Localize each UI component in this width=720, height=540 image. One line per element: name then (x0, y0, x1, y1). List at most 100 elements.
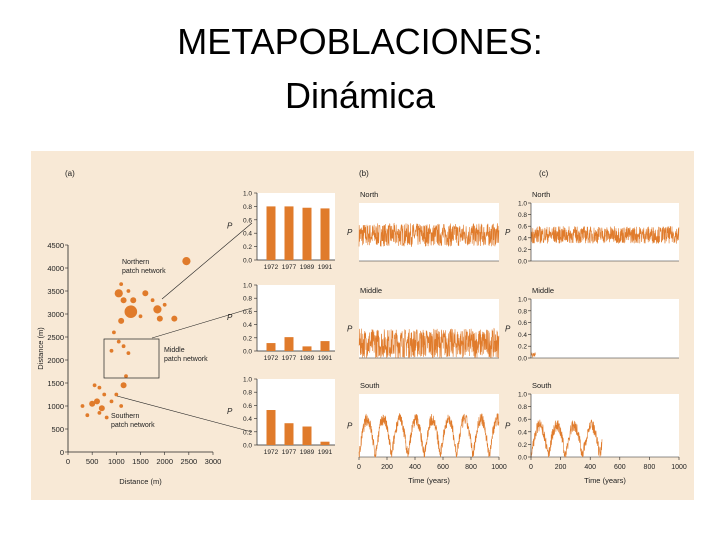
map-y-tick-label: 4000 (47, 264, 64, 273)
c-y-tick-label: 0.6 (518, 320, 527, 327)
b-x-tick-label: 200 (381, 464, 393, 471)
patch-point (162, 302, 167, 307)
map-y-tick-label: 2500 (47, 333, 64, 342)
bar-1989 (302, 426, 312, 445)
patch-point (92, 383, 97, 388)
middle-bars-plot-bg (257, 285, 335, 351)
bar-1972 (266, 343, 276, 351)
c-y-tick-label: 0.0 (518, 455, 527, 462)
bar-category-label: 1977 (282, 355, 297, 362)
patch-point (121, 344, 126, 349)
bar-1977 (284, 423, 294, 445)
bar-y-tick-label: 0.6 (243, 403, 252, 410)
patch-point (102, 392, 107, 397)
bar-y-tick-label: 0.6 (243, 309, 252, 316)
bar-category-label: 1972 (264, 355, 279, 362)
bar-1991 (320, 441, 330, 445)
patch-point (118, 317, 125, 324)
patch-point (94, 398, 100, 405)
map-y-tick-label: 3000 (47, 310, 64, 319)
c-y-tick-label: 0.4 (518, 235, 527, 242)
bar-y-tick-label: 0.4 (243, 416, 252, 423)
patch-point (114, 392, 119, 397)
patch-point (97, 411, 102, 415)
bar-category-label: 1989 (300, 264, 315, 271)
b-x-tick-label: 0 (357, 464, 361, 471)
middle-network-label: Middle patch network (164, 347, 208, 363)
bar-y-tick-label: 1.0 (243, 377, 252, 384)
southern-network-label: Southern patch network (111, 413, 155, 429)
b-facet-south: South (360, 381, 380, 390)
patch-point (119, 404, 124, 408)
patch-point (112, 330, 116, 335)
bar-1972 (266, 410, 276, 445)
c-y-tick-label: 0.4 (518, 429, 527, 436)
b-x-tick-label: 400 (409, 464, 421, 471)
c-y-tick-label: 0.0 (518, 259, 527, 266)
c-p-label: P (505, 422, 511, 431)
bar-1989 (302, 207, 312, 260)
c-y-tick-label: 0.0 (518, 356, 527, 363)
c-trace-south (530, 419, 603, 458)
panel-label-a: (a) (65, 169, 75, 178)
bar-y-tick-label: 0.2 (243, 244, 252, 251)
c-x-tick-label: 1000 (671, 464, 687, 471)
patch-point (85, 413, 90, 418)
b-p-label: P (347, 422, 353, 431)
panel-label-b: (b) (359, 169, 369, 178)
patch-point (153, 305, 162, 314)
patch-point (89, 400, 96, 407)
c-p-label: P (505, 325, 511, 334)
bar-1977 (284, 337, 294, 351)
c-y-tick-label: 0.6 (518, 417, 527, 424)
bar-p-label: P (227, 313, 233, 322)
b-x-tick-label: 800 (465, 464, 477, 471)
b-p-label: P (347, 228, 353, 237)
c-x-tick-label: 600 (614, 464, 626, 471)
bar-y-tick-label: 0.6 (243, 217, 252, 224)
patch-point (120, 382, 127, 389)
c-y-tick-label: 0.2 (518, 442, 527, 449)
patch-point (104, 415, 109, 420)
bar-y-tick-label: 0.4 (243, 231, 252, 238)
map-y-label: Distance (m) (36, 327, 45, 370)
middle-leader-line (151, 307, 253, 339)
c-x-tick-label: 400 (584, 464, 596, 471)
patch-point (97, 385, 102, 390)
panel-label-c: (c) (539, 169, 549, 178)
bar-y-tick-label: 0.0 (243, 258, 252, 265)
patch-point (109, 399, 114, 404)
patch-point (138, 314, 143, 319)
map-x-tick-label: 500 (86, 457, 99, 466)
c-facet-south: South (532, 381, 552, 390)
bar-category-label: 1991 (318, 449, 333, 456)
patch-point (124, 374, 128, 378)
c-y-tick-label: 1.0 (518, 392, 527, 399)
c-x-tick-label: 800 (644, 464, 656, 471)
map-x-tick-label: 2500 (180, 457, 197, 466)
bar-1989 (302, 346, 312, 351)
c-plot-bg (531, 394, 679, 457)
patch-point (124, 305, 138, 318)
b-facet-north: North (360, 190, 378, 199)
b-x-label: Time (years) (408, 476, 450, 485)
bar-y-tick-label: 0.8 (243, 204, 252, 211)
patch-point (114, 289, 123, 298)
bar-1991 (320, 208, 330, 260)
bar-y-tick-label: 1.0 (243, 191, 252, 198)
c-plot-bg (531, 299, 679, 358)
c-y-tick-label: 1.0 (518, 201, 527, 208)
b-facet-middle: Middle (360, 286, 382, 295)
bar-p-label: P (227, 407, 233, 416)
c-x-tick-label: 0 (529, 464, 533, 471)
patch-point (156, 315, 163, 322)
map-y-tick-label: 0 (60, 448, 64, 457)
map-x-tick-label: 0 (66, 457, 70, 466)
patch-point (98, 405, 105, 412)
bar-category-label: 1991 (318, 264, 333, 271)
slide-title: METAPOBLACIONES: (177, 21, 543, 62)
bar-category-label: 1977 (282, 264, 297, 271)
bar-category-label: 1972 (264, 449, 279, 456)
patch-point (142, 290, 149, 297)
map-y-tick-label: 4500 (47, 241, 64, 250)
